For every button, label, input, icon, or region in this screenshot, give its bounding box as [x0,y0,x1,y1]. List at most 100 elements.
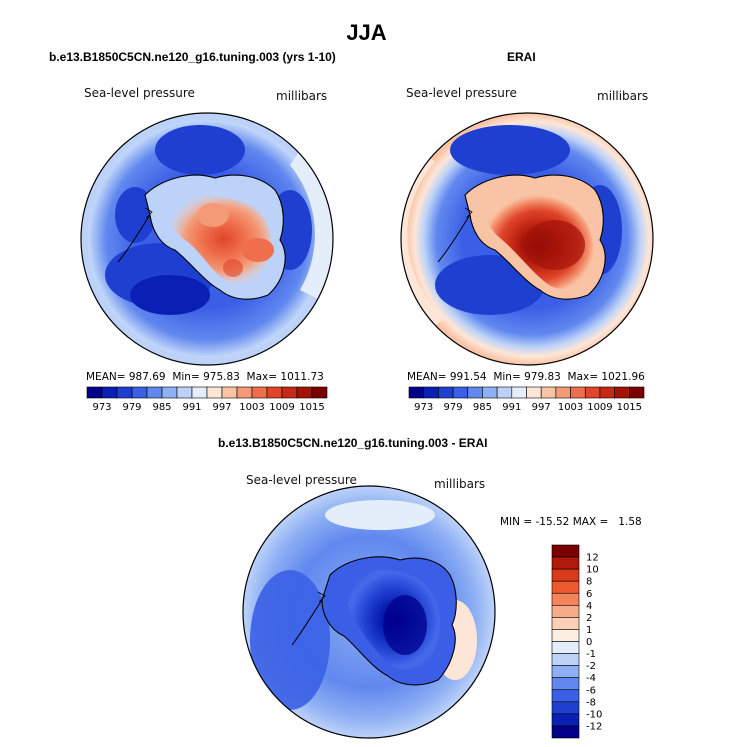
colorbar-difference-swatch [551,629,580,642]
colorbar-model-swatch [86,386,103,399]
panel2-stats: MEAN= 991.54 Min= 979.83 Max= 1021.96 [407,371,645,383]
colorbar-difference-swatch [551,617,580,630]
colorbar-model-swatch [281,386,298,399]
colorbar-erai-tick-label: 985 [473,402,492,413]
colorbar-model-swatch [251,386,268,399]
panel2-max-value: 1021.96 [601,371,645,383]
colorbar-difference-tick-label: 2 [586,613,592,624]
colorbar-model-swatch [206,386,223,399]
colorbar-erai-swatch [423,386,439,399]
panel1-mean-value: 987.69 [128,371,166,383]
colorbar-erai-swatch [467,386,483,399]
panel1-max-label: Max= [246,371,278,383]
colorbar-difference-tick-label: -1 [586,649,596,660]
colorbar-model-swatch [146,386,163,399]
colorbar-model-swatch [221,386,238,399]
panel1-units-label: millibars [276,89,328,103]
colorbar-difference-tick-label: 8 [586,577,592,588]
colorbar-difference-tick-label: -10 [586,709,602,720]
colorbar-erai-swatch [496,386,513,399]
colorbar-model-swatch [116,386,133,399]
colorbar-erai-swatch [629,386,645,399]
colorbar-model-swatch [311,386,328,399]
colorbar-erai-swatch [482,386,498,399]
colorbar-erai: 973 979 985 991 997 1003 1009 1015 [408,386,645,413]
panel3-min-label: MIN = [500,516,533,528]
colorbar-model-tick-label: 997 [212,402,231,413]
panel3-units-label: millibars [434,477,486,491]
colorbar-model-swatch [101,386,118,399]
colorbar-erai-swatch [438,386,454,399]
colorbar-difference-swatch [551,568,580,582]
colorbar-difference-swatch [551,580,580,594]
colorbar-difference-swatch [551,677,580,691]
colorbar-difference-tick-label: 10 [586,565,599,576]
colorbar-difference-tick-label: -8 [586,697,596,708]
colorbar-model-tick-label: 1015 [299,402,324,413]
panel2-variable-label: Sea-level pressure [406,86,517,100]
colorbar-model-swatch [236,386,253,399]
panel2-min-label: Min= [493,371,521,383]
colorbar-difference-tick-label: -4 [586,673,596,684]
map-model [80,112,334,366]
colorbar-erai-tick-label: 1003 [558,402,583,413]
colorbar-model-swatch [191,386,208,399]
colorbar-difference-swatch [551,556,580,570]
colorbar-erai-swatch [555,386,571,399]
colorbar-model-swatch [296,386,313,399]
colorbar-difference-swatch [551,713,580,727]
colorbar-model-tick-label: 973 [92,402,111,413]
colorbar-erai-swatch [408,386,424,399]
colorbar-difference-tick-label: -2 [586,661,596,672]
colorbar-erai-tick-label: 1015 [617,402,642,413]
colorbar-difference-tick-label: 1 [586,625,592,636]
colorbar-model-swatch [266,386,283,399]
panel1-max-value: 1011.73 [280,371,324,383]
panel3-stats: MIN = -15.52 MAX = 1.58 [500,516,642,528]
colorbar-difference-swatch [551,665,580,678]
colorbar-difference-tick-label: -6 [586,685,596,696]
colorbar-erai-swatch [584,386,601,399]
colorbar-erai-swatch [511,386,527,399]
colorbar-erai-tick-label: 991 [502,402,521,413]
panel2-mean-label: MEAN= [407,371,447,383]
colorbar-erai-swatch [526,386,542,399]
panel2-units-label: millibars [597,89,649,103]
panel2-max-label: Max= [567,371,599,383]
colorbar-model-swatch [161,386,178,399]
colorbar-erai-swatch [570,386,586,399]
colorbar-difference-swatch [551,701,580,715]
colorbar-erai-tick-label: 973 [414,402,433,413]
colorbar-difference-swatch [551,605,580,618]
panel1-min-label: Min= [172,371,200,383]
colorbar-difference-swatch [551,641,580,654]
panel2-mean-value: 991.54 [449,371,487,383]
map-difference [242,485,496,739]
colorbar-erai-tick-label: 997 [532,402,551,413]
panel3-max-value: 1.58 [618,516,642,528]
colorbar-difference-swatch [551,689,580,703]
colorbar-model-tick-label: 979 [122,402,141,413]
panel3-min-value: -15.52 [535,516,570,528]
panel1-min-value: 975.83 [203,371,240,383]
panel2-min-value: 979.83 [524,371,561,383]
colorbar-difference-tick-label: 4 [586,601,592,612]
colorbar-model-tick-label: 1009 [269,402,294,413]
colorbar-erai-tick-label: 979 [444,402,463,413]
colorbar-erai-tick-label: 1009 [587,402,612,413]
colorbar-model-tick-label: 985 [152,402,171,413]
colorbar-difference-swatch [551,544,580,558]
panel3-max-label: MAX = [572,516,609,528]
colorbar-difference-tick-label: 12 [586,553,599,564]
panel1-stats: MEAN= 987.69 Min= 975.83 Max= 1011.73 [86,371,324,383]
colorbar-model-tick-label: 1003 [239,402,264,413]
season-title: JJA [346,20,387,45]
colorbar-difference-tick-label: 0 [586,637,592,648]
colorbar-erai-swatch [452,386,469,399]
colorbar-difference-swatch [551,725,580,739]
panel2-title: ERAI [507,50,536,64]
panel1-mean-label: MEAN= [86,371,126,383]
colorbar-erai-swatch [540,386,557,399]
